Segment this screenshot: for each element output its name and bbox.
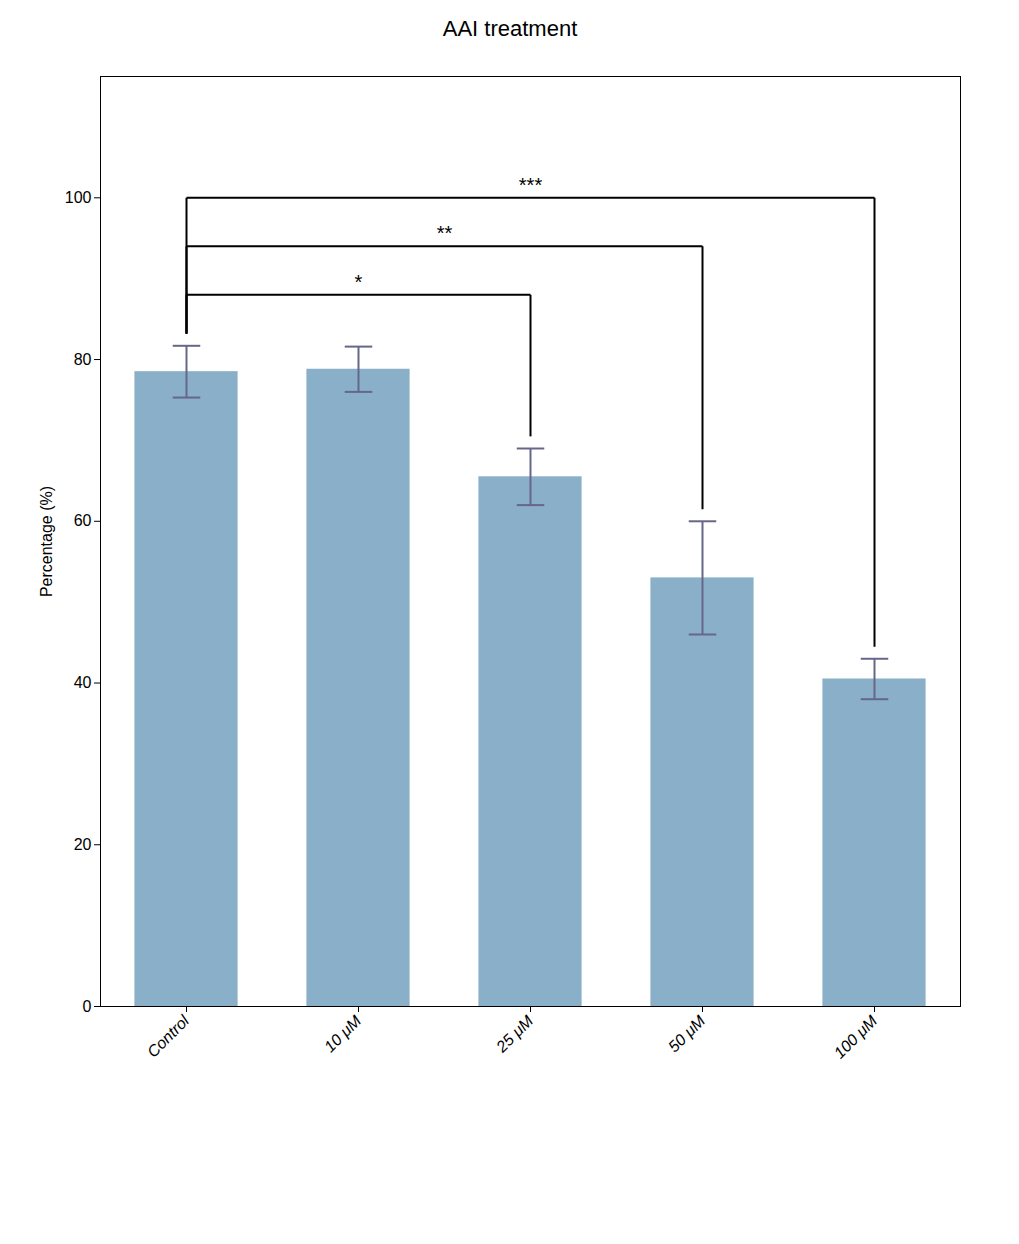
html-text:AAI treatment: AAI treatment	[442, 16, 578, 41]
svg-text:0: 0	[83, 998, 92, 1015]
svg-text:60: 60	[74, 512, 92, 529]
svg-text:80: 80	[74, 351, 92, 368]
svg-text:***: ***	[519, 174, 543, 196]
svg-text:**: **	[437, 222, 453, 244]
svg-text:25 μM: 25 μM	[492, 1012, 537, 1057]
svg-text:100: 100	[65, 189, 92, 206]
svg-text:10 μM: 10 μM	[321, 1012, 365, 1056]
svg-text:Control: Control	[144, 1012, 193, 1061]
svg-text:50 μM: 50 μM	[665, 1012, 709, 1056]
svg-text:*: *	[355, 271, 363, 293]
svg-text:20: 20	[74, 836, 92, 853]
svg-text:40: 40	[74, 674, 92, 691]
svg-text:100 μM: 100 μM	[831, 1012, 881, 1062]
svg-text:Percentage (%): Percentage (%)	[38, 486, 55, 597]
